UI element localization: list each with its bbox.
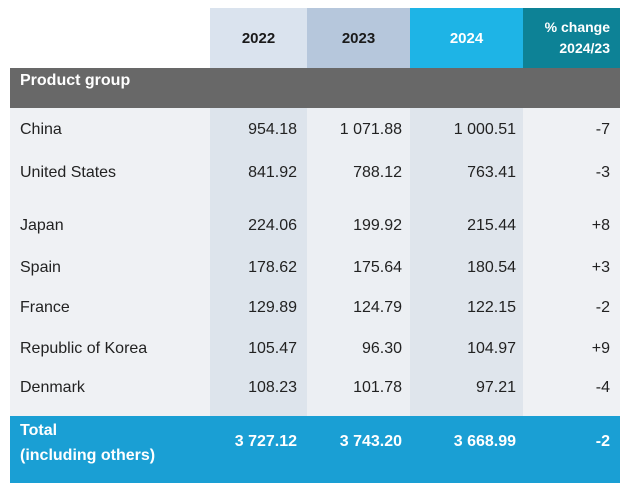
header-pct-change: % change 2024/23 [523,8,620,68]
header-year-2024: 2024 [410,8,523,68]
value-pct-change: +9 [591,340,610,357]
value-2024: 180.54 [467,259,516,276]
table-row: United States 841.92 788.12 763.41 -3 [10,161,620,185]
value-2023: 124.79 [353,299,402,316]
col-pct-background [523,108,620,416]
value-2024: 215.44 [467,217,516,234]
value-pct-change: -2 [595,299,610,316]
product-group-bar [10,68,620,108]
total-label: Total (including others) [20,418,210,468]
total-value-pct-change: -2 [595,433,610,450]
table-row: Republic of Korea 105.47 96.30 104.97 +9 [10,337,620,361]
value-2023: 1 071.88 [339,121,402,138]
value-2024: 97.21 [475,379,516,396]
header-year-2023: 2023 [307,8,410,68]
row-label: Republic of Korea [20,340,148,357]
total-row-bar [10,416,620,483]
value-2024: 1 000.51 [453,121,516,138]
total-label-line1: Total [20,422,58,439]
col-2023-background [307,108,410,416]
value-2024: 104.97 [467,340,516,357]
value-pct-change: -4 [595,379,610,396]
value-pct-change: +8 [591,217,610,234]
row-label: Japan [20,217,64,234]
table-row: Spain 178.62 175.64 180.54 +3 [10,256,620,280]
total-label-line2: (including others) [20,447,156,464]
header-pct-change-line2: 2024/23 [559,40,610,56]
header-year-2022: 2022 [210,8,307,68]
value-2022: 105.47 [248,340,297,357]
value-pct-change: -3 [595,164,610,181]
table-row: Japan 224.06 199.92 215.44 +8 [10,214,620,238]
value-2022: 129.89 [248,299,297,316]
value-2022: 178.62 [248,259,297,276]
col-2022-background [210,108,307,416]
value-2024: 763.41 [467,164,516,181]
col-2024-background [410,108,523,416]
value-2023: 101.78 [353,379,402,396]
table-row: France 129.89 124.79 122.15 -2 [10,296,620,320]
row-label: United States [20,164,117,181]
row-label: France [20,299,70,316]
total-value-2023: 3 743.20 [339,433,402,450]
value-2022: 841.92 [248,164,297,181]
row-label: Denmark [20,379,85,396]
value-2023: 96.30 [361,340,402,357]
value-2022: 108.23 [248,379,297,396]
row-label: China [20,121,62,138]
value-pct-change: +3 [591,259,610,276]
label-column-background [10,108,210,416]
value-2023: 175.64 [353,259,402,276]
header-pct-change-line1: % change [544,19,610,35]
value-2022: 224.06 [248,217,297,234]
value-pct-change: -7 [595,121,610,138]
value-2023: 199.92 [353,217,402,234]
product-group-label: Product group [20,72,131,89]
value-2023: 788.12 [353,164,402,181]
row-label: Spain [20,259,61,276]
total-value-2022: 3 727.12 [234,433,297,450]
total-value-2024: 3 668.99 [453,433,516,450]
table-row: Denmark 108.23 101.78 97.21 -4 [10,376,620,400]
value-2024: 122.15 [467,299,516,316]
value-2022: 954.18 [248,121,297,138]
table-row: China 954.18 1 071.88 1 000.51 -7 [10,118,620,142]
